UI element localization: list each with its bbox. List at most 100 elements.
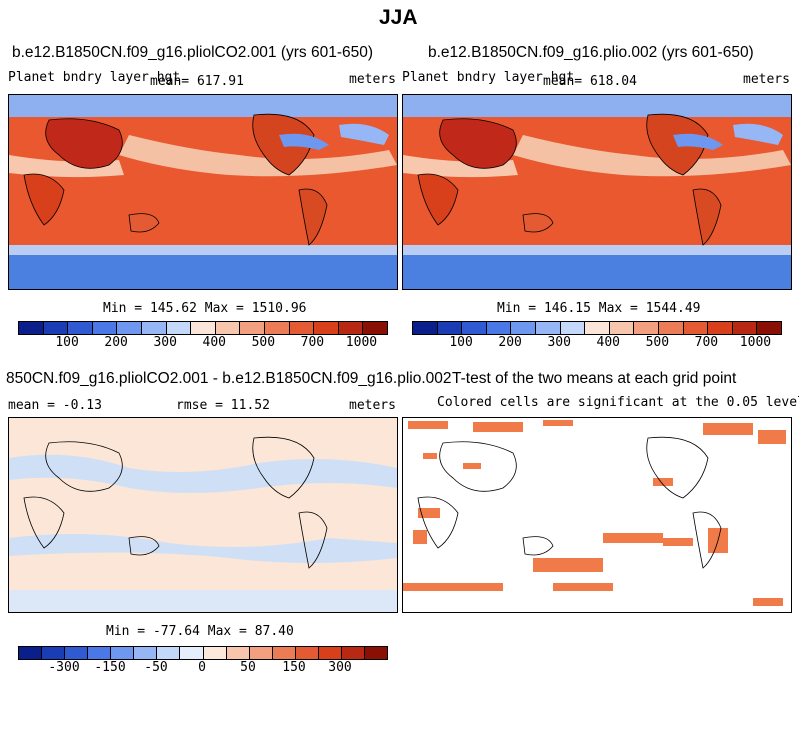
significant-cells: [403, 420, 786, 606]
colorbar-tick-label: 700: [694, 335, 719, 350]
panel-title-bottom-left: 850CN.f09_g16.pliolCO2.001 - b.e12.B1850…: [6, 370, 452, 387]
colorbar-swatch: [535, 322, 561, 334]
colorbar-swatch: [157, 647, 181, 659]
map-bottom-left: [8, 417, 398, 613]
colorbar-swatch: [486, 322, 512, 334]
colorbar-swatch: [757, 322, 781, 334]
colorbar-tick-label: 200: [498, 335, 522, 350]
colorbar-swatch: [264, 322, 290, 334]
diff-negative-band-north: [9, 454, 397, 493]
diff-antarctic: [9, 590, 397, 612]
colorbar-swatch: [88, 647, 112, 659]
colorbar-tick-label: -300: [48, 660, 80, 675]
colorbar-swatch: [658, 322, 684, 334]
colorbar-swatch: [363, 322, 387, 334]
eurasia-outline: [45, 441, 123, 492]
colorbar-tick-label: 400: [202, 335, 227, 350]
mean-label-bottom-left: mean = -0.13: [8, 398, 102, 413]
colorbar-swatch: [19, 647, 43, 659]
colorbar-swatch: [708, 322, 733, 334]
australia-landmass: [128, 213, 160, 233]
difference-map: [9, 418, 397, 612]
australia-outline: [128, 536, 160, 556]
map-top-right: [402, 94, 792, 290]
colorbar-swatch: [338, 322, 364, 334]
colorbar-swatch: [585, 322, 610, 334]
mean-label-top-left: mean= 617.91: [150, 74, 244, 89]
colorbar-swatch: [68, 322, 93, 334]
colorbar-swatch: [437, 322, 463, 334]
colorbar-swatch: [141, 322, 167, 334]
colorbar-swatch: [560, 322, 586, 334]
eurasia-landmass: [45, 118, 123, 169]
africa-outline: [417, 496, 459, 549]
subtitle-bottom-right: Colored cells are significant at the 0.0…: [437, 395, 799, 410]
south-america-landmass: [692, 188, 722, 246]
north-pacific-low: [673, 133, 723, 150]
colorbar-tick-label: -150: [94, 660, 126, 675]
minmax-bottom-left: Min = -77.64 Max = 87.40: [106, 624, 294, 639]
colorbar-swatch: [683, 322, 709, 334]
colorbar-tick-label: 50: [240, 660, 256, 675]
colorbar-swatch: [240, 322, 265, 334]
arctic-band: [9, 95, 397, 117]
colorbar-swatch: [609, 322, 635, 334]
australia-outline: [522, 536, 554, 556]
africa-landmass: [417, 173, 459, 226]
panel-title-top-right: b.e12.B1850CN.f09_g16.plio.002 (yrs 601-…: [428, 44, 754, 61]
units-label-top-left: meters: [349, 72, 396, 87]
colorbar-swatch: [117, 322, 142, 334]
map-top-left: [8, 94, 398, 290]
rmse-label-bottom-left: rmse = 11.52: [176, 398, 270, 413]
colorbar-tick-label: 500: [645, 335, 670, 350]
eurasia-landmass: [439, 118, 517, 169]
colorbar-swatch: [289, 322, 315, 334]
tropical-band-west: [9, 155, 124, 178]
colorbar-swatch: [318, 647, 342, 659]
colorbar-tick-label: 300: [547, 335, 571, 350]
pblh-map-top-right: [403, 95, 791, 289]
north-pacific-low: [279, 133, 329, 150]
panel-title-top-left: b.e12.B1850CN.f09_g16.pliolCO2.001 (yrs …: [12, 44, 374, 61]
subtropical-band: [119, 135, 397, 177]
figure-title: JJA: [379, 6, 418, 29]
southern-ocean-edge: [403, 245, 791, 255]
arctic-band: [403, 95, 791, 117]
colorbar-tick-label: 100: [55, 335, 79, 350]
colorbar-tick-label: 200: [104, 335, 128, 350]
colorbar-tick-label: 0: [198, 660, 206, 675]
north-america-outline: [646, 436, 709, 499]
diff-negative-band-south: [9, 534, 397, 563]
colorbar-tick-label: 400: [596, 335, 621, 350]
colorbar-swatch: [314, 322, 339, 334]
colorbar-swatch: [249, 647, 273, 659]
ttest-map: [403, 418, 791, 612]
minmax-top-right: Min = 146.15 Max = 1544.49: [497, 301, 701, 316]
colorbar-swatch: [65, 647, 89, 659]
south-america-outline: [692, 511, 722, 569]
diff-field: [9, 418, 397, 612]
colorbar-swatch: [43, 322, 69, 334]
colorbar-swatch: [166, 322, 192, 334]
colorbar-tick-label: 700: [300, 335, 325, 350]
colorbar-swatch: [634, 322, 659, 334]
panel-title-bottom-right: T-test of the two means at each grid poi…: [452, 370, 737, 387]
colorbar-tick-label: 500: [251, 335, 276, 350]
eurasia-outline: [439, 441, 517, 492]
colorbar-tick-label: 300: [153, 335, 177, 350]
colorbar-tick-label: 300: [328, 660, 352, 675]
map-bottom-right: [402, 417, 792, 613]
north-atlantic-low: [733, 123, 783, 145]
colorbar-swatch: [226, 647, 250, 659]
north-atlantic-low: [339, 123, 389, 145]
colorbar-swatch: [215, 322, 241, 334]
colorbar-swatch: [295, 647, 319, 659]
colorbar-swatch: [413, 322, 438, 334]
australia-landmass: [522, 213, 554, 233]
colorbar-swatch: [341, 647, 365, 659]
minmax-top-left: Min = 145.62 Max = 1510.96: [103, 301, 307, 316]
colorbar-swatch: [272, 647, 296, 659]
colorbar-swatch: [732, 322, 758, 334]
colorbar-swatch: [19, 322, 44, 334]
colorbar-tick-label: 150: [282, 660, 306, 675]
